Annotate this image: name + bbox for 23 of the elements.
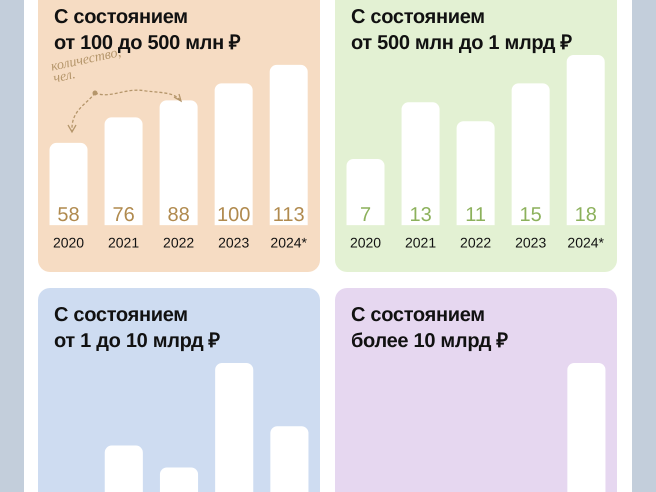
data-label: 113	[272, 204, 305, 226]
x-tick-label: 2020	[52, 234, 84, 250]
chart-title: С состоянием от 1 до 10 млрд ₽	[54, 303, 220, 354]
x-tick-label: 2021	[404, 234, 436, 250]
chart-title: С состоянием от 500 млн до 1 млрд ₽	[351, 5, 572, 56]
x-tick-label: 2024*	[567, 234, 605, 250]
x-tick-label: 2023	[515, 234, 546, 250]
x-tick-label: 2022	[163, 234, 194, 250]
x-tick-label: 2023	[218, 234, 250, 250]
data-label: 11	[465, 204, 486, 226]
data-label: 88	[167, 204, 190, 226]
data-label: 58	[57, 204, 80, 226]
x-tick-label: 2021	[108, 234, 140, 250]
chart-title: С состоянием более 10 млрд ₽	[351, 303, 508, 354]
data-label: 7	[360, 204, 372, 226]
data-label: 18	[574, 204, 597, 226]
data-label: 13	[409, 204, 432, 226]
x-tick-label: 2022	[460, 234, 492, 250]
x-tick-label: 2020	[350, 234, 382, 250]
x-tick-label: 2024*	[270, 234, 308, 250]
data-label: 100	[216, 204, 250, 226]
data-label: 15	[520, 204, 542, 226]
data-label: 76	[112, 204, 135, 226]
